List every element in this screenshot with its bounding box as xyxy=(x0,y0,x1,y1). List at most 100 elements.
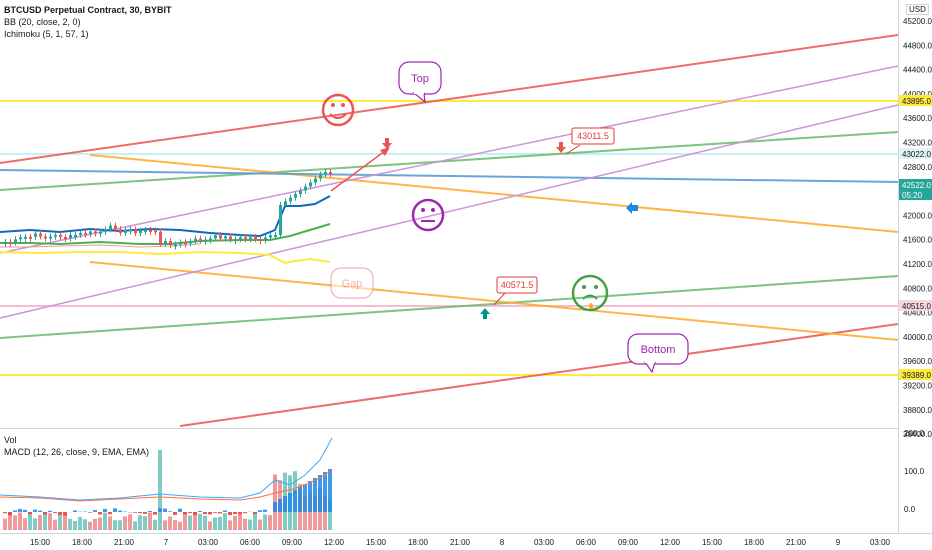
trendline-green-lower[interactable] xyxy=(0,275,899,339)
macd-bar xyxy=(218,512,222,514)
macd-bar xyxy=(138,512,142,514)
macd-bar xyxy=(318,475,322,512)
price-axis-label: 42800.0 xyxy=(903,163,932,172)
legend-macd[interactable]: MACD (12, 26, close, 9, EMA, EMA) xyxy=(4,447,150,457)
bb-upper[interactable] xyxy=(0,195,331,238)
macd-bar xyxy=(283,496,287,512)
happy-face-icon[interactable] xyxy=(321,93,355,127)
price-axis-label: 43600.0 xyxy=(903,114,932,123)
price-axis-label: 44800.0 xyxy=(903,41,932,50)
projection-arrow[interactable] xyxy=(330,150,386,192)
time-axis-label: 7 xyxy=(164,538,169,547)
price-axis-label: 40800.0 xyxy=(903,284,932,293)
macd-bar xyxy=(313,478,317,512)
price-axis-label: 45200.0 xyxy=(903,17,932,26)
macd-bar xyxy=(203,512,207,515)
macd-bar xyxy=(193,512,197,515)
volume-bar xyxy=(198,513,202,530)
price-callout-high[interactable]: 43011.5 xyxy=(565,127,615,155)
left-arrow-marker[interactable] xyxy=(626,202,638,214)
ichimoku-line[interactable] xyxy=(0,250,331,265)
volume-bar xyxy=(98,517,102,530)
down-arrow-marker-2[interactable] xyxy=(556,142,566,153)
trendline-green-upper[interactable] xyxy=(0,131,899,191)
candle-body xyxy=(244,237,247,240)
candle-body xyxy=(299,190,302,195)
macd-bar xyxy=(323,472,327,512)
time-axis-label: 15:00 xyxy=(702,538,723,547)
down-arrow-marker-1[interactable] xyxy=(382,138,392,149)
trendline-orange-lower[interactable] xyxy=(89,261,899,341)
trendline-orange-upper[interactable] xyxy=(89,154,899,233)
macd-bar xyxy=(53,512,57,513)
price-axis-label: 40000.0 xyxy=(903,333,932,342)
candle-body xyxy=(194,238,197,242)
macd-bar xyxy=(18,508,22,512)
volume-bar xyxy=(138,515,142,530)
candle-body xyxy=(204,239,207,242)
candles[interactable] xyxy=(4,169,332,250)
main-pane[interactable] xyxy=(0,0,898,428)
price-callout-low[interactable]: 40571.5 xyxy=(493,276,538,306)
macd-bar xyxy=(198,510,202,512)
macd-bar xyxy=(223,510,227,512)
signal-line[interactable] xyxy=(0,469,333,502)
trendline-red-upper[interactable] xyxy=(0,34,899,164)
volume-bar xyxy=(228,520,232,530)
macd-bar xyxy=(173,512,177,515)
volume-bar xyxy=(123,516,127,530)
macd-bar xyxy=(273,502,277,512)
volume-bar xyxy=(8,512,12,530)
legend-ichimoku[interactable]: Ichimoku (5, 1, 57, 1) xyxy=(4,29,89,39)
candle-body xyxy=(9,241,12,244)
top-bubble[interactable]: Top xyxy=(398,61,442,104)
candle-body xyxy=(54,234,57,237)
candle-body xyxy=(219,235,222,239)
trendline-blue[interactable] xyxy=(0,169,899,183)
macd-bar xyxy=(58,512,62,515)
neutral-face-icon[interactable] xyxy=(411,198,445,232)
candle-body xyxy=(319,174,322,179)
macd-bar xyxy=(48,510,52,512)
volume-bar xyxy=(143,516,147,530)
up-arrow-marker[interactable] xyxy=(480,308,490,319)
candle-body xyxy=(114,225,117,230)
candle-body xyxy=(49,236,52,239)
volume-bar xyxy=(223,512,227,530)
sad-face-icon[interactable] xyxy=(571,274,609,312)
volume-bar xyxy=(118,520,122,530)
gap-bubble[interactable]: Gap xyxy=(330,267,374,299)
macd-line[interactable] xyxy=(0,437,333,501)
candle-body xyxy=(229,236,232,240)
price-axis-label: 42000.0 xyxy=(903,211,932,220)
macd-histogram[interactable] xyxy=(3,469,332,516)
volume-bar xyxy=(168,516,172,530)
price-axis[interactable]: 45200.0 44800.0 44400.0 44000.0 43600.0 43200… xyxy=(903,17,932,439)
volume-bar xyxy=(48,513,52,530)
legend-bb[interactable]: BB (20, close, 2, 0) xyxy=(4,17,81,27)
candle-body xyxy=(309,182,312,187)
macd-bar xyxy=(303,484,307,512)
currency-label[interactable]: USD xyxy=(906,4,929,15)
candle-body xyxy=(29,236,32,239)
time-axis-label: 06:00 xyxy=(576,538,597,547)
time-axis[interactable]: 15:00 18:00 21:00 7 03:00 06:00 09:00 12:00 15:0… xyxy=(30,538,891,547)
symbol-title[interactable]: BTCUSD Perpetual Contract, 30, BYBIT xyxy=(4,5,172,15)
volume-bar xyxy=(18,512,22,530)
volume-bar xyxy=(23,518,27,530)
price-tag: 05:20 xyxy=(899,189,932,200)
trendline-purple-lower[interactable] xyxy=(0,104,899,319)
price-tag-text: 42522.0 xyxy=(902,181,931,190)
candle-body xyxy=(199,238,202,241)
macd-bar xyxy=(293,490,297,512)
macd-bar xyxy=(243,512,247,514)
bottom-bubble[interactable]: Bottom xyxy=(627,333,689,374)
candle-body xyxy=(279,204,282,235)
indicator-axis[interactable]: 200.0 100.0 0.0 xyxy=(904,429,925,514)
trendline-purple-upper[interactable] xyxy=(0,65,899,254)
candle-body xyxy=(254,237,257,240)
trendline-red-lower[interactable] xyxy=(179,323,899,427)
candle-body xyxy=(139,230,142,234)
legend-vol[interactable]: Vol xyxy=(4,435,17,445)
